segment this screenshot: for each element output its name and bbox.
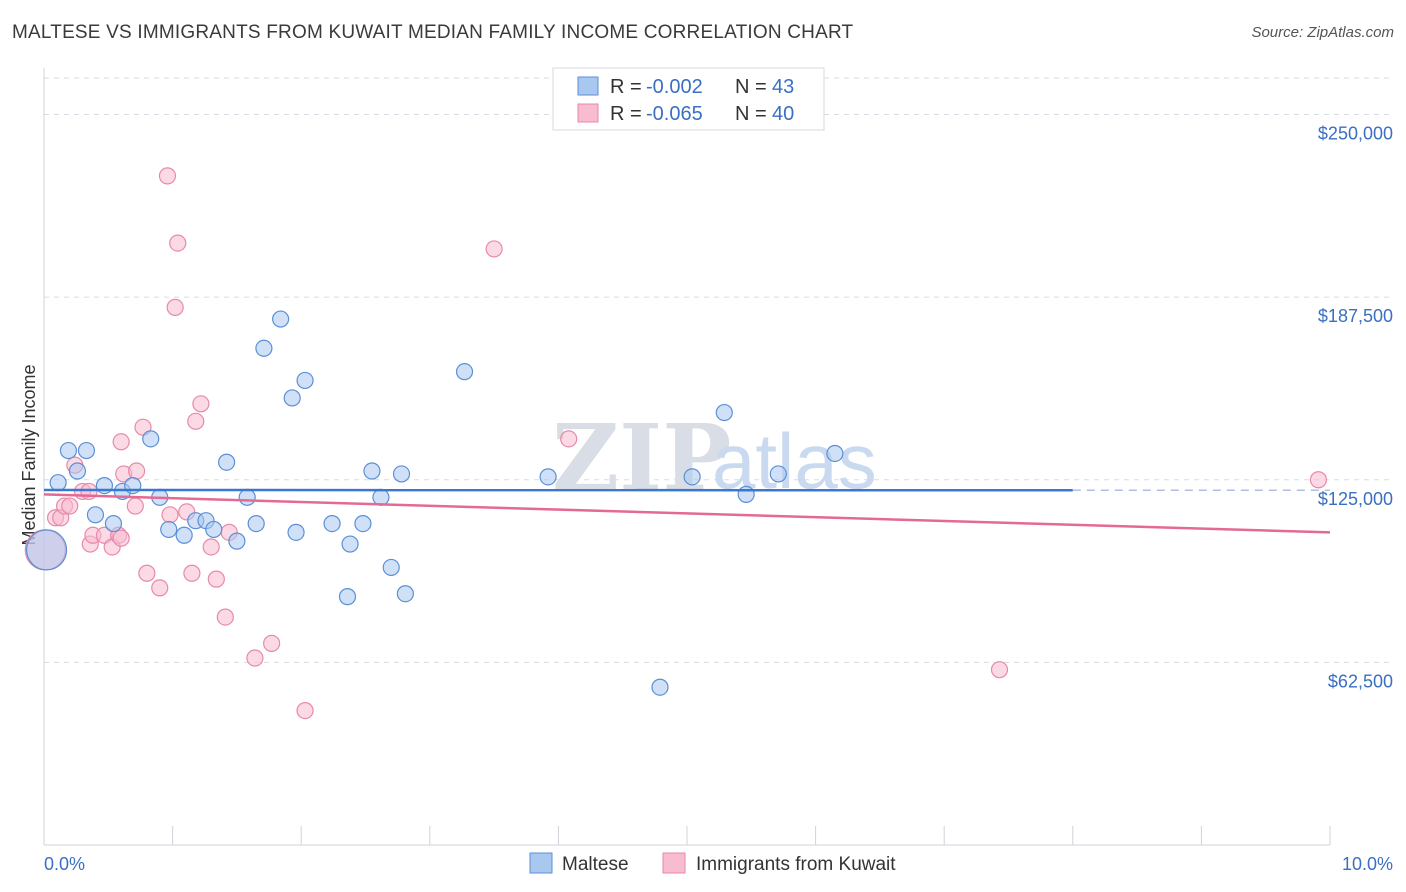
maltese-point <box>539 468 557 486</box>
maltese-point <box>86 506 105 524</box>
maltese-point <box>49 474 67 492</box>
x-tick-labels: 0.0% 10.0% <box>44 854 1393 874</box>
bottom-legend-kuwait: Immigrants from Kuwait <box>696 854 896 875</box>
kuwait-point <box>183 564 201 582</box>
maltese-point <box>651 678 669 696</box>
maltese-point <box>372 488 390 506</box>
kuwait-point <box>560 430 578 448</box>
maltese-point <box>218 453 236 471</box>
kuwait-trend-line <box>43 493 1331 534</box>
kuwait-point <box>202 538 220 556</box>
legend-n-label-1: N = <box>735 76 767 98</box>
maltese-point <box>283 389 301 407</box>
maltese-point <box>175 526 193 544</box>
kuwait-point <box>485 240 503 258</box>
kuwait-point <box>207 570 225 588</box>
maltese-point <box>826 444 844 463</box>
kuwait-point <box>216 608 234 626</box>
maltese-point <box>255 339 273 357</box>
maltese-point <box>392 465 411 483</box>
maltese-point <box>238 488 256 506</box>
kuwait-point <box>127 462 146 480</box>
chart-title: MALTESE VS IMMIGRANTS FROM KUWAIT MEDIAN… <box>12 22 854 43</box>
y-tick-labels: $62,500 $125,000 $187,500 $250,000 <box>1318 124 1393 692</box>
maltese-point <box>354 514 372 533</box>
maltese-point <box>287 523 305 541</box>
series-kuwait-points <box>24 167 1328 720</box>
legend-r-label-1: R = <box>610 76 642 98</box>
watermark-zip: ZIP <box>552 404 731 512</box>
maltese-point <box>59 441 78 460</box>
legend-swatch-maltese <box>577 76 599 96</box>
legend-swatch-kuwait <box>577 103 599 123</box>
watermark-atlas: atlas <box>712 417 877 505</box>
chart-source: Source: ZipAtlas.com <box>1251 24 1394 41</box>
maltese-point <box>769 465 787 483</box>
maltese-point <box>205 520 223 539</box>
maltese-point <box>323 514 341 533</box>
maltese-point <box>272 310 290 328</box>
maltese-point <box>396 585 414 603</box>
y-tick-label: $62,500 <box>1328 671 1393 691</box>
maltese-point <box>25 529 68 571</box>
maltese-point <box>104 514 123 533</box>
kuwait-point <box>1309 471 1328 489</box>
axes <box>43 68 1331 846</box>
x-tick-label-min: 0.0% <box>44 854 85 874</box>
kuwait-point <box>138 564 156 582</box>
kuwait-point <box>296 701 314 720</box>
kuwait-point <box>161 506 179 524</box>
legend-n-value-1: 43 <box>772 76 794 98</box>
legend-n-value-2: 40 <box>772 103 794 125</box>
y-tick-label: $125,000 <box>1318 489 1393 509</box>
bottom-legend-maltese: Maltese <box>562 854 629 875</box>
maltese-point <box>715 403 733 422</box>
maltese-point <box>683 468 701 486</box>
y-tick-label: $250,000 <box>1318 124 1393 144</box>
y-axis-title: Median Family Income <box>19 364 39 545</box>
kuwait-point <box>990 661 1009 679</box>
bottom-legend-swatch-kuwait <box>662 852 686 874</box>
maltese-point <box>341 535 359 553</box>
kuwait-point <box>166 298 184 316</box>
legend-r-label-2: R = <box>610 103 642 125</box>
kuwait-point <box>169 234 187 252</box>
legend-n-label-2: N = <box>735 103 767 125</box>
bottom-legend-swatch-maltese <box>529 852 553 874</box>
maltese-point <box>737 485 755 503</box>
kuwait-point <box>112 529 130 547</box>
maltese-point <box>247 514 265 533</box>
kuwait-point <box>151 579 169 597</box>
maltese-point <box>77 441 96 460</box>
kuwait-point <box>187 412 205 430</box>
legend-r-value-2: -0.065 <box>646 103 703 125</box>
correlation-legend: R = -0.002 N = 43 R = -0.065 N = 40 <box>552 67 825 131</box>
maltese-point <box>338 588 357 606</box>
kuwait-point <box>158 167 177 185</box>
trend-lines <box>43 488 1331 534</box>
kuwait-point <box>112 433 130 451</box>
maltese-point <box>160 520 178 539</box>
kuwait-point <box>61 497 79 515</box>
x-tick-label-max: 10.0% <box>1342 854 1393 874</box>
y-tick-label: $187,500 <box>1318 306 1393 326</box>
kuwait-point <box>246 649 264 667</box>
maltese-point <box>142 430 160 448</box>
series-maltese-points <box>25 310 844 696</box>
maltese-point <box>363 462 381 480</box>
maltese-point <box>382 558 400 577</box>
legend-r-value-1: -0.002 <box>646 76 703 98</box>
kuwait-point <box>126 497 144 515</box>
maltese-point <box>68 462 87 480</box>
series-legend: Maltese Immigrants from Kuwait <box>529 852 896 875</box>
kuwait-point <box>192 395 210 413</box>
maltese-point <box>296 371 314 390</box>
kuwait-point <box>263 634 281 652</box>
maltese-point <box>228 532 246 550</box>
maltese-point <box>455 363 474 381</box>
grid-lines <box>44 77 1393 663</box>
